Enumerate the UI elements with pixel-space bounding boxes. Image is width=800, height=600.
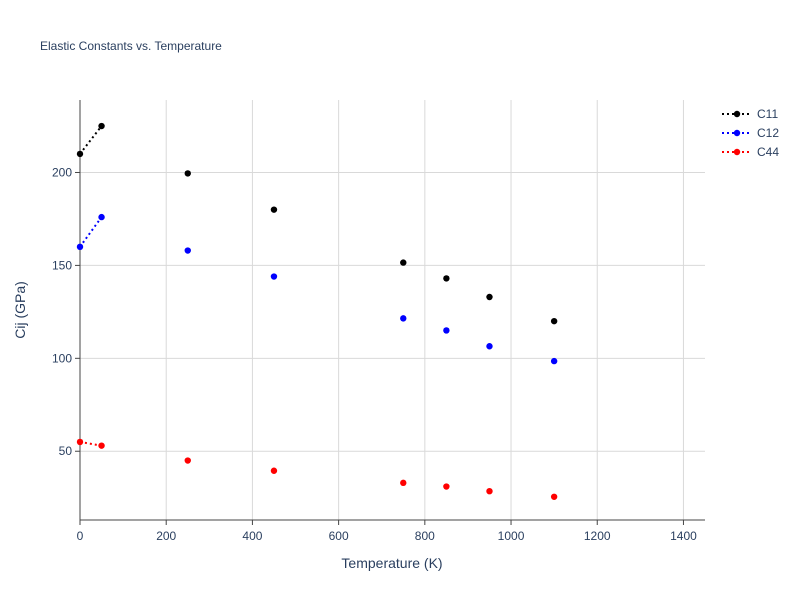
legend-marker (733, 148, 741, 156)
data-point[interactable] (486, 293, 493, 301)
x-tick-label: 0 (77, 529, 84, 543)
data-point[interactable] (550, 357, 558, 365)
legend-label: C44 (757, 145, 779, 159)
data-point[interactable] (184, 247, 191, 254)
data-point[interactable] (270, 273, 278, 280)
data-point[interactable] (443, 483, 450, 490)
legend-label: C11 (757, 107, 778, 121)
y-tick-label: 200 (52, 165, 72, 179)
y-tick-label: 50 (59, 444, 73, 458)
x-tick-label: 200 (156, 529, 176, 543)
legend[interactable]: C11 C12 C44 (722, 107, 779, 159)
series-line (79, 125, 103, 155)
series-line (79, 440, 102, 447)
data-point[interactable] (76, 438, 84, 446)
series-layer (76, 122, 558, 500)
grid-layer (80, 100, 705, 520)
data-point[interactable] (400, 315, 407, 322)
legend-item-c12[interactable]: C12 (722, 126, 779, 140)
x-tick-label: 800 (415, 529, 435, 543)
data-point[interactable] (270, 467, 278, 474)
y-tick-label: 150 (52, 258, 72, 272)
data-point[interactable] (76, 150, 84, 158)
y-tick-label: 100 (52, 351, 72, 365)
data-point[interactable] (550, 493, 558, 500)
x-tick-label: 1200 (584, 529, 611, 543)
chart-title: Elastic Constants vs. Temperature (40, 39, 222, 53)
legend-item-c44[interactable]: C44 (722, 145, 779, 159)
data-point[interactable] (550, 317, 558, 325)
data-point[interactable] (400, 479, 407, 487)
legend-label: C12 (757, 126, 779, 140)
data-point[interactable] (76, 243, 84, 251)
data-point[interactable] (270, 206, 278, 213)
series-c44 (76, 438, 558, 500)
legend-marker (733, 110, 741, 118)
legend-marker (733, 129, 741, 137)
legend-item-c11[interactable]: C11 (722, 107, 778, 121)
data-point[interactable] (98, 213, 105, 221)
data-point[interactable] (486, 487, 493, 495)
x-tick-label: 600 (329, 529, 349, 543)
y-axis-title: Cij (GPa) (12, 281, 28, 339)
data-point[interactable] (98, 442, 105, 449)
x-tick-label: 1400 (670, 529, 697, 543)
x-tick-label: 400 (242, 529, 262, 543)
data-point[interactable] (184, 170, 191, 177)
axes-layer: 0 200 400 600 800 1000 1200 1400 50 100 150 200 (52, 100, 705, 543)
data-point[interactable] (184, 457, 191, 464)
data-point[interactable] (486, 343, 493, 350)
x-axis-title: Temperature (K) (341, 555, 442, 571)
data-point[interactable] (443, 275, 450, 282)
data-point[interactable] (98, 122, 105, 130)
series-c12 (76, 213, 558, 365)
series-line (79, 216, 103, 248)
data-point[interactable] (443, 327, 450, 334)
series-c11 (76, 122, 558, 325)
x-tick-label: 1000 (498, 529, 525, 543)
data-point[interactable] (400, 259, 407, 266)
